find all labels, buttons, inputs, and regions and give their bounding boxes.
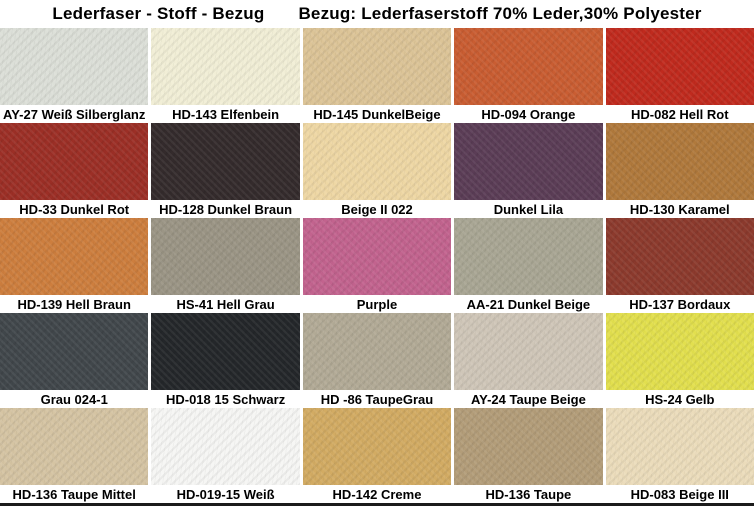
swatch-cell: HD-137 Bordaux [605,218,754,313]
color-swatch [302,218,452,295]
color-swatch [151,313,300,390]
swatch-label: HD-139 Hell Braun [0,295,149,313]
swatch-cell: Purple [302,218,452,313]
swatch-cell: HD-142 Creme [302,408,452,503]
swatch-label: HD-145 DunkelBeige [302,105,452,123]
swatch-grid: AY-27 Weiß Silberglanz HD-143 Elfenbein HD… [0,28,754,503]
color-swatch [605,408,754,485]
swatch-cell: HS-41 Hell Grau [151,218,300,313]
swatch-label: HD-082 Hell Rot [605,105,754,123]
swatch-label: HD-143 Elfenbein [151,105,300,123]
swatch-cell: Beige II 022 [302,123,452,218]
color-swatch [302,313,452,390]
swatch-label: AA-21 Dunkel Beige [454,295,603,313]
page-title-left: Lederfaser - Stoff - Bezug [52,4,265,23]
bottom-divider [0,503,754,506]
color-swatch [0,218,149,295]
color-swatch [0,313,149,390]
color-swatch [605,218,754,295]
swatch-label: HD-018 15 Schwarz [151,390,300,408]
color-swatch [302,123,452,200]
swatch-label: Beige II 022 [302,200,452,218]
swatch-cell: HD-143 Elfenbein [151,28,300,123]
swatch-cell: HD-139 Hell Braun [0,218,149,313]
swatch-label: HD-137 Bordaux [605,295,754,313]
color-swatch [605,313,754,390]
swatch-cell: HD-145 DunkelBeige [302,28,452,123]
swatch-cell: HD -86 TaupeGrau [302,313,452,408]
color-swatch [454,28,603,105]
page-title: Lederfaser - Stoff - Bezug Bezug: Lederf… [0,0,754,28]
swatch-label: HD-094 Orange [454,105,603,123]
swatch-label: HD-136 Taupe [454,485,603,503]
color-swatch [151,408,300,485]
swatch-label: Purple [302,295,452,313]
swatch-label: HD-130 Karamel [605,200,754,218]
swatch-label: HS-24 Gelb [605,390,754,408]
swatch-cell: Grau 024-1 [0,313,149,408]
color-swatch [605,28,754,105]
swatch-cell: HD-018 15 Schwarz [151,313,300,408]
swatch-cell: AY-24 Taupe Beige [454,313,603,408]
swatch-label: AY-27 Weiß Silberglanz [0,105,149,123]
swatch-label: HD-142 Creme [302,485,452,503]
swatch-cell: HD-083 Beige III [605,408,754,503]
swatch-label: HD-33 Dunkel Rot [0,200,149,218]
color-swatch [454,218,603,295]
swatch-label: Dunkel Lila [454,200,603,218]
color-swatch [151,28,300,105]
color-swatch [0,408,149,485]
swatch-cell: HD-019-15 Weiß [151,408,300,503]
color-swatch [302,408,452,485]
color-swatch [302,28,452,105]
color-swatch [454,313,603,390]
page-title-right: Bezug: Lederfaserstoff 70% Leder,30% Pol… [298,4,702,23]
swatch-label: HD-083 Beige III [605,485,754,503]
color-swatch [454,123,603,200]
swatch-label: Grau 024-1 [0,390,149,408]
color-swatch [151,123,300,200]
swatch-cell: HS-24 Gelb [605,313,754,408]
color-swatch [151,218,300,295]
swatch-cell: HD-082 Hell Rot [605,28,754,123]
swatch-cell: HD-136 Taupe Mittel [0,408,149,503]
swatch-cell: AY-27 Weiß Silberglanz [0,28,149,123]
color-swatch [0,28,149,105]
swatch-cell: HD-130 Karamel [605,123,754,218]
swatch-cell: HD-094 Orange [454,28,603,123]
swatch-cell: HD-33 Dunkel Rot [0,123,149,218]
swatch-cell: HD-136 Taupe [454,408,603,503]
swatch-cell: AA-21 Dunkel Beige [454,218,603,313]
swatch-cell: Dunkel Lila [454,123,603,218]
color-swatch [0,123,149,200]
swatch-label: HD-128 Dunkel Braun [151,200,300,218]
swatch-label: HD-136 Taupe Mittel [0,485,149,503]
color-swatch [454,408,603,485]
color-swatch [605,123,754,200]
swatch-label: HD-019-15 Weiß [151,485,300,503]
swatch-label: HS-41 Hell Grau [151,295,300,313]
swatch-label: HD -86 TaupeGrau [302,390,452,408]
swatch-label: AY-24 Taupe Beige [454,390,603,408]
swatch-cell: HD-128 Dunkel Braun [151,123,300,218]
